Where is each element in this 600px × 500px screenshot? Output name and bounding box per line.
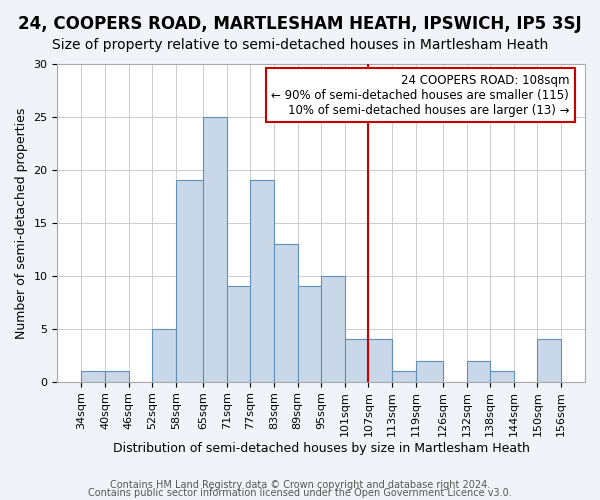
- Bar: [227, 286, 250, 382]
- Bar: [345, 340, 368, 382]
- Text: 24 COOPERS ROAD: 108sqm
← 90% of semi-detached houses are smaller (115)
10% of s: 24 COOPERS ROAD: 108sqm ← 90% of semi-de…: [271, 74, 569, 116]
- Bar: [368, 340, 392, 382]
- Bar: [321, 276, 345, 382]
- Bar: [467, 360, 490, 382]
- Bar: [538, 340, 561, 382]
- Text: Size of property relative to semi-detached houses in Martlesham Heath: Size of property relative to semi-detach…: [52, 38, 548, 52]
- Bar: [274, 244, 298, 382]
- Bar: [250, 180, 274, 382]
- Text: Contains HM Land Registry data © Crown copyright and database right 2024.: Contains HM Land Registry data © Crown c…: [110, 480, 490, 490]
- Bar: [298, 286, 321, 382]
- Text: 24, COOPERS ROAD, MARTLESHAM HEATH, IPSWICH, IP5 3SJ: 24, COOPERS ROAD, MARTLESHAM HEATH, IPSW…: [18, 15, 582, 33]
- Y-axis label: Number of semi-detached properties: Number of semi-detached properties: [15, 107, 28, 338]
- Bar: [203, 117, 227, 382]
- Bar: [82, 371, 105, 382]
- Bar: [490, 371, 514, 382]
- Text: Contains public sector information licensed under the Open Government Licence v3: Contains public sector information licen…: [88, 488, 512, 498]
- Bar: [152, 329, 176, 382]
- Bar: [105, 371, 128, 382]
- Bar: [176, 180, 203, 382]
- Bar: [416, 360, 443, 382]
- Bar: [392, 371, 416, 382]
- X-axis label: Distribution of semi-detached houses by size in Martlesham Heath: Distribution of semi-detached houses by …: [113, 442, 530, 455]
